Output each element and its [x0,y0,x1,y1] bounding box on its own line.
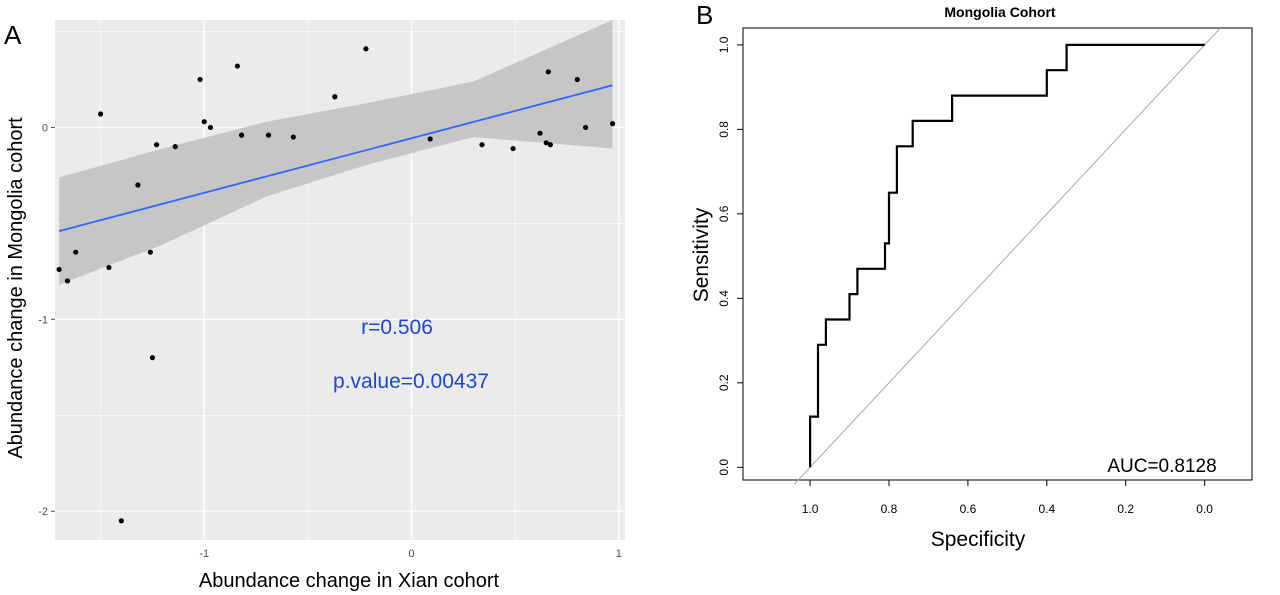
roc-y-tick-label: 0.2 [717,374,731,391]
scatter-point [197,76,203,83]
scatter-x-axis-title: Abundance change in Xian cohort [199,570,500,592]
roc-x-tick-label: 1.0 [802,502,819,516]
scatter-x-tick-label: 0 [408,548,414,560]
scatter-point [427,136,433,142]
scatter-point [234,63,240,69]
scatter-panel: A -1 0 1 -2 -1 0 r=0.506 p.value=0.00437 Abu… [4,20,625,592]
roc-y-axis-title: Sensitivity [690,207,713,302]
scatter-y-axis-title: Abundance change in Mongolia cohort [5,117,27,459]
correlation-annotation: r=0.506 [361,316,433,339]
scatter-x-tick-label: 1 [616,548,622,560]
scatter-point [56,266,62,273]
scatter-y-tick-label: -2 [38,506,48,518]
scatter-point [547,142,553,148]
scatter-point [172,144,178,150]
scatter-point [147,249,153,255]
regression-line [58,84,613,232]
scatter-point [265,132,272,138]
confidence-band-area [59,20,613,285]
scatter-points [56,46,616,524]
panel-b-label: B [696,0,713,30]
roc-x-tick-label: 0.4 [1038,502,1055,516]
roc-x-tick-label: 0.8 [881,502,898,516]
scatter-point [135,182,141,188]
scatter-point [238,132,245,138]
scatter-point [118,518,124,524]
roc-panel: B Mongolia Cohort 1.0 0.8 0.6 0.4 0.2 0.0 0.0… [690,0,1253,551]
roc-x-tick-label: 0.0 [1196,502,1213,516]
scatter-y-tick-label: 0 [42,122,48,134]
scatter-point [363,46,369,52]
roc-plot-frame [742,27,1253,481]
scatter-fit-line [58,84,613,232]
scatter-point [545,69,551,75]
scatter-point [583,124,589,131]
scatter-point [149,355,156,361]
scatter-x-tick-labels: -1 0 1 [199,548,621,560]
scatter-point [574,76,580,83]
roc-y-tick-label: 0.4 [717,290,731,307]
scatter-point [106,264,112,271]
scatter-point [201,119,207,125]
scatter-point [207,124,214,131]
scatter-point [73,249,79,255]
roc-x-tick-label: 0.6 [960,502,977,516]
scatter-y-tick-labels: -2 -1 0 [38,122,55,518]
scatter-y-tick-label: -1 [38,314,48,326]
scatter-point [98,111,104,117]
roc-curve [809,43,1205,468]
roc-y-tick-label: 0.0 [717,459,731,476]
chance-diagonal [793,27,1221,485]
roc-y-tick-label: 1.0 [717,36,731,53]
scatter-point [153,142,160,148]
auc-annotation: AUC=0.8128 [1107,456,1216,477]
roc-reference-line [793,27,1221,485]
roc-title: Mongolia Cohort [944,4,1056,20]
scatter-confidence-band [59,20,613,285]
roc-y-tick-label: 0.8 [717,121,731,138]
scatter-point [510,145,516,152]
roc-curve-line [809,43,1205,468]
roc-x-tick-label: 0.2 [1117,502,1134,516]
roc-x-axis-title: Specificity [931,528,1026,551]
scatter-point [290,134,296,140]
scatter-point [479,142,485,148]
scatter-point [332,94,338,100]
roc-x-ticks: 1.0 0.8 0.6 0.4 0.2 0.0 [802,480,1213,516]
p-value-annotation: p.value=0.00437 [333,370,489,393]
scatter-point [609,121,616,127]
scatter-x-tick-label: -1 [199,548,209,560]
scatter-point [543,140,549,146]
scatter-point [64,278,71,284]
roc-y-ticks: 0.0 0.2 0.4 0.6 0.8 1.0 [717,36,743,476]
scatter-point [537,130,543,136]
panel-a-label: A [4,20,22,50]
roc-y-tick-label: 0.6 [717,205,731,222]
